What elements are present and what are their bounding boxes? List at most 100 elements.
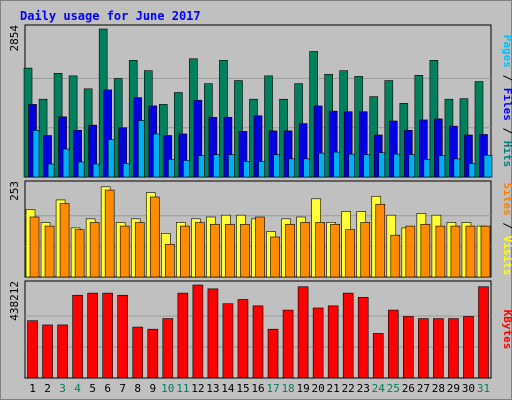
x-tick-day-21: 21 [327, 382, 340, 395]
bar-kbytes-day-23 [357, 297, 369, 379]
bar-sites-day-25 [390, 234, 401, 278]
bar-kbytes-day-27 [418, 318, 429, 379]
bar-kbytes-day-11 [177, 292, 189, 379]
bar-files-day-16 [253, 115, 263, 178]
bar-kbytes-day-29 [448, 318, 459, 379]
bar-sites-day-26 [405, 225, 416, 278]
bar-kbytes-day-10 [162, 318, 174, 379]
x-tick-day-26: 26 [402, 382, 415, 395]
bar-kbytes-day-9 [147, 328, 159, 379]
bar-pages-day-31 [483, 154, 493, 178]
bar-sites-day-19 [300, 222, 310, 278]
bar-sites-day-4 [74, 229, 85, 278]
legend-entry: / [501, 68, 512, 88]
bar-kbytes-day-31 [478, 286, 489, 379]
bar-files-day-11 [178, 133, 188, 178]
x-tick-day-11: 11 [176, 382, 189, 395]
x-tick-day-30: 30 [462, 382, 475, 395]
x-tick-day-19: 19 [296, 382, 309, 395]
bar-sites-day-7 [119, 225, 130, 278]
bar-sites-day-14 [225, 223, 235, 278]
legend-entry: Visits [501, 236, 512, 276]
bar-sites-day-23 [360, 222, 371, 278]
legend-entry: Files [501, 88, 512, 121]
x-tick-day-5: 5 [89, 382, 96, 395]
bar-hits-day-4 [68, 75, 78, 178]
bar-kbytes-day-20 [312, 307, 324, 379]
x-tick-day-3: 3 [59, 382, 66, 395]
x-tick-day-17: 17 [266, 382, 279, 395]
x-tick-day-2: 2 [44, 382, 51, 395]
x-tick-day-16: 16 [251, 382, 264, 395]
x-tick-day-23: 23 [357, 382, 370, 395]
bar-files-day-18 [283, 130, 293, 178]
bar-files-day-15 [238, 131, 248, 178]
bar-files-day-14 [223, 117, 233, 178]
bar-sites-day-5 [89, 222, 100, 278]
bar-kbytes-day-4 [72, 294, 83, 379]
bar-sites-day-29 [450, 225, 461, 278]
bar-files-day-5 [88, 124, 97, 178]
bar-files-day-21 [328, 110, 338, 178]
bar-files-day-4 [73, 130, 82, 178]
bar-sites-day-12 [195, 222, 205, 278]
legend-entry: / [501, 216, 512, 236]
legend-entry: / [501, 121, 512, 141]
bar-kbytes-day-14 [222, 303, 234, 379]
bar-kbytes-day-21 [327, 305, 339, 379]
x-tick-day-10: 10 [161, 382, 174, 395]
bar-kbytes-day-15 [237, 299, 249, 379]
bar-files-day-22 [343, 111, 353, 178]
x-tick-day-7: 7 [119, 382, 126, 395]
panels: 2854 Pages / Files / Hits 253 Sites / Visit… [8, 24, 512, 379]
axis-legend: Pages / Files / Hits [501, 35, 512, 168]
bar-hits-day-17 [264, 75, 273, 178]
chart-title: Daily usage for June 2017 [20, 9, 201, 23]
bar-sites-day-17 [270, 236, 280, 278]
y-max-label: 438212 [8, 281, 21, 321]
bar-files-day-17 [268, 130, 278, 178]
bar-kbytes-day-6 [102, 292, 113, 379]
bar-hits-day-15 [234, 80, 243, 178]
bar-files-day-2 [43, 135, 52, 178]
y-max-label: 2854 [8, 25, 21, 52]
bar-kbytes-day-28 [433, 318, 444, 379]
x-tick-day-20: 20 [312, 382, 325, 395]
x-tick-day-27: 27 [417, 382, 430, 395]
bar-sites-day-9 [149, 196, 160, 278]
bar-kbytes-day-17 [267, 328, 279, 379]
bar-kbytes-day-13 [207, 288, 219, 379]
x-tick-day-8: 8 [134, 382, 141, 395]
bar-files-day-6 [103, 89, 112, 178]
bar-kbytes-day-16 [252, 305, 264, 379]
x-tick-day-13: 13 [206, 382, 219, 395]
bar-kbytes-day-7 [117, 294, 129, 379]
bar-sites-day-18 [285, 223, 295, 278]
bar-files-day-27 [419, 119, 428, 178]
legend-entry: Hits [501, 141, 512, 168]
bar-files-day-10 [163, 135, 173, 178]
x-tick-day-22: 22 [342, 382, 355, 395]
bar-kbytes-day-26 [403, 316, 414, 379]
x-tick-day-24: 24 [372, 382, 386, 395]
bar-files-day-3 [58, 116, 67, 178]
x-tick-day-15: 15 [236, 382, 249, 395]
x-tick-day-28: 28 [432, 382, 445, 395]
x-tick-day-31: 31 [477, 382, 490, 395]
bar-kbytes-day-8 [132, 326, 144, 379]
x-tick-day-9: 9 [149, 382, 156, 395]
bar-files-day-19 [298, 123, 308, 178]
bar-files-day-7 [118, 127, 128, 178]
x-tick-day-12: 12 [191, 382, 204, 395]
bar-files-day-30 [464, 134, 473, 178]
bar-sites-day-10 [165, 243, 175, 278]
panel-sites-visits: 253 Sites / Visits [8, 180, 512, 278]
legend-entry: KBytes [501, 310, 512, 350]
bar-kbytes-day-30 [463, 316, 474, 379]
x-axis-tick-labels: 1 2 3 4 5 6 7 8 9 10 11 12 13 14 15 16 17 18 19 20 21 22 23 24 2… [29, 382, 490, 395]
bar-sites-day-27 [420, 223, 431, 278]
bar-sites-day-22 [345, 229, 355, 278]
bar-kbytes-day-22 [342, 292, 354, 379]
bar-hits-day-31 [474, 81, 484, 178]
